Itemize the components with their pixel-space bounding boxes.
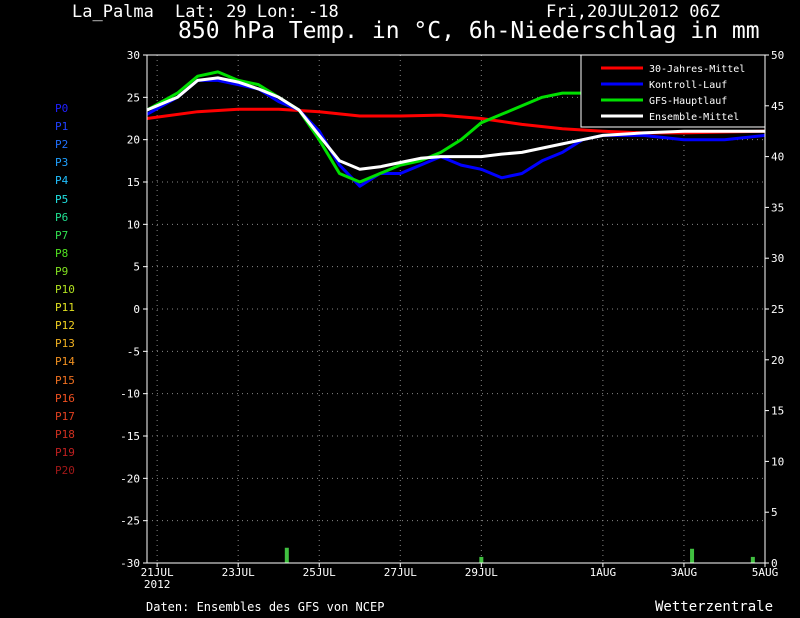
y-tick-label: 10	[127, 218, 140, 231]
chart-title: 850 hPa Temp. in °C, 6h-Niederschlag in …	[178, 18, 760, 44]
precip-bar	[690, 548, 695, 563]
y2-tick-label: 30	[771, 252, 784, 265]
series-line	[146, 70, 583, 184]
station-coordinates: Lat: 29 Lon: -18	[175, 2, 339, 22]
member-label: P15	[55, 373, 75, 387]
legend-label: Ensemble-Mittel	[649, 112, 739, 123]
y-tick-label: -25	[120, 515, 140, 528]
member-label: P20	[55, 464, 75, 477]
data-source-note: Daten: Ensembles des GFS von NCEP	[146, 600, 385, 614]
y2-tick-label: 10	[771, 455, 784, 468]
y2-tick-label: 15	[771, 405, 784, 418]
y-tick-label: 30	[127, 49, 140, 62]
station-name: La_Palma	[72, 2, 154, 22]
y-tick-label: -20	[120, 472, 140, 485]
member-label: P9	[55, 264, 69, 278]
legend-label: GFS-Hauptlauf	[649, 96, 727, 107]
y2-tick-label: 20	[771, 354, 784, 367]
x-tick-label: 21JUL	[141, 566, 174, 579]
member-label: P17	[55, 409, 75, 423]
member-label: P5	[55, 192, 69, 206]
member-label: P12	[55, 319, 75, 333]
y-tick-label: 5	[133, 261, 140, 274]
member-label: P11	[55, 301, 75, 315]
x-tick-sublabel: 2012	[144, 578, 171, 591]
y-tick-label: 25	[127, 91, 140, 104]
member-label: P18	[55, 427, 75, 441]
y-tick-label: -30	[120, 557, 140, 570]
x-tick-label: 29JUL	[465, 566, 498, 579]
x-tick-label: 1AUG	[590, 566, 617, 579]
member-label: P8	[55, 246, 69, 260]
precip-bar	[479, 556, 484, 563]
series-line	[146, 76, 765, 171]
y2-tick-label: 25	[771, 303, 784, 316]
member-label: P10	[55, 283, 75, 296]
plot-frame	[146, 54, 766, 564]
y2-tick-label: 5	[771, 506, 778, 519]
x-tick-label: 5AUG	[752, 566, 779, 579]
y2-tick-label: 40	[771, 151, 784, 164]
brand-name: Wetterzentrale	[655, 599, 774, 615]
run-date: Fri,20JUL2012 06Z	[546, 2, 720, 22]
y-tick-label: -5	[127, 345, 140, 358]
x-tick-label: 23JUL	[222, 566, 255, 579]
member-label: P6	[55, 210, 69, 224]
legend-label: Kontroll-Lauf	[649, 80, 727, 91]
legend-label: 30-Jahres-Mittel	[649, 64, 745, 75]
member-label: P4	[55, 174, 69, 188]
member-label: P13	[55, 337, 75, 351]
precip-bar	[750, 556, 755, 563]
x-tick-label: 3AUG	[671, 566, 698, 579]
member-label: P16	[55, 391, 75, 405]
member-label: P7	[55, 228, 69, 242]
member-label: P0	[55, 102, 69, 115]
x-tick-label: 25JUL	[303, 566, 336, 579]
y2-tick-label: 35	[771, 201, 784, 214]
member-label: P2	[55, 138, 69, 152]
y2-tick-label: 45	[771, 100, 784, 113]
y-tick-label: 0	[133, 303, 140, 316]
y-tick-label: -15	[120, 430, 140, 443]
member-label: P19	[55, 445, 75, 459]
y2-tick-label: 0	[771, 557, 778, 570]
y-tick-label: 20	[127, 134, 140, 147]
x-tick-label: 27JUL	[384, 566, 417, 579]
y2-tick-label: 50	[771, 49, 784, 62]
member-label: P14	[55, 355, 75, 369]
y-tick-label: 15	[127, 176, 140, 189]
y-tick-label: -10	[120, 388, 140, 401]
precip-bar	[284, 547, 289, 563]
member-label: P1	[55, 120, 69, 134]
member-label: P3	[55, 156, 69, 170]
